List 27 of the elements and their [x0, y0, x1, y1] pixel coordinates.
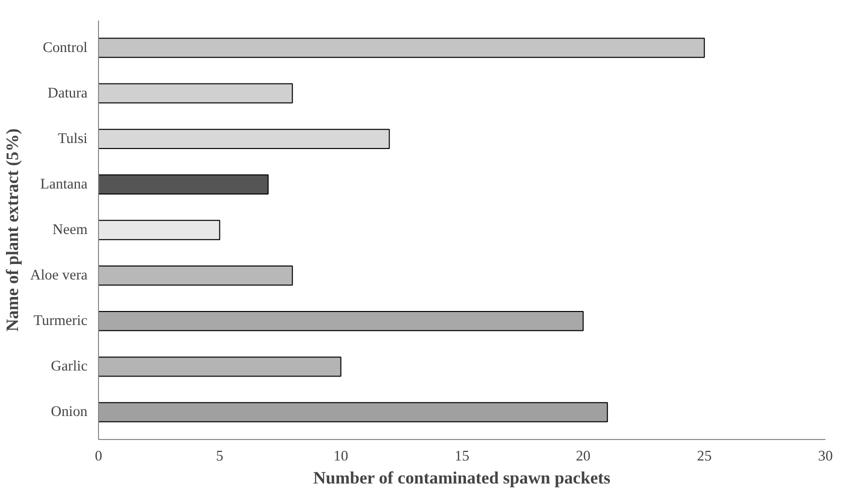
x-tick-label: 25: [697, 448, 712, 464]
x-tick-label: 30: [818, 448, 833, 464]
x-axis-title: Number of contaminated spawn packets: [313, 468, 611, 488]
x-tick-label: 20: [576, 448, 590, 464]
x-tick-label: 0: [94, 448, 102, 464]
y-tick-label: Garlic: [50, 358, 88, 375]
bar: [98, 83, 293, 104]
bar: [98, 174, 269, 195]
x-tick-label: 15: [454, 448, 470, 464]
y-tick-label: Aloe vera: [30, 268, 88, 284]
y-tick-label: Lantana: [40, 176, 88, 192]
bar: [98, 402, 608, 422]
bar: [98, 38, 705, 58]
bar: [98, 265, 293, 286]
y-tick-label: Control: [42, 40, 88, 56]
y-tick-label: Tulsi: [58, 130, 88, 147]
bar: [98, 311, 584, 332]
y-tick-label: Turmeric: [33, 313, 88, 330]
bar: [98, 356, 342, 377]
y-tick-label: Neem: [52, 222, 88, 238]
bar: [98, 220, 220, 240]
x-tick-label: 5: [216, 448, 224, 464]
y-tick-label: Datura: [48, 85, 88, 102]
y-tick-label: Onion: [50, 404, 88, 420]
y-axis-title: Name of plant extract (5%): [3, 128, 22, 332]
bar: [98, 128, 390, 149]
x-tick-label: 10: [334, 448, 348, 464]
